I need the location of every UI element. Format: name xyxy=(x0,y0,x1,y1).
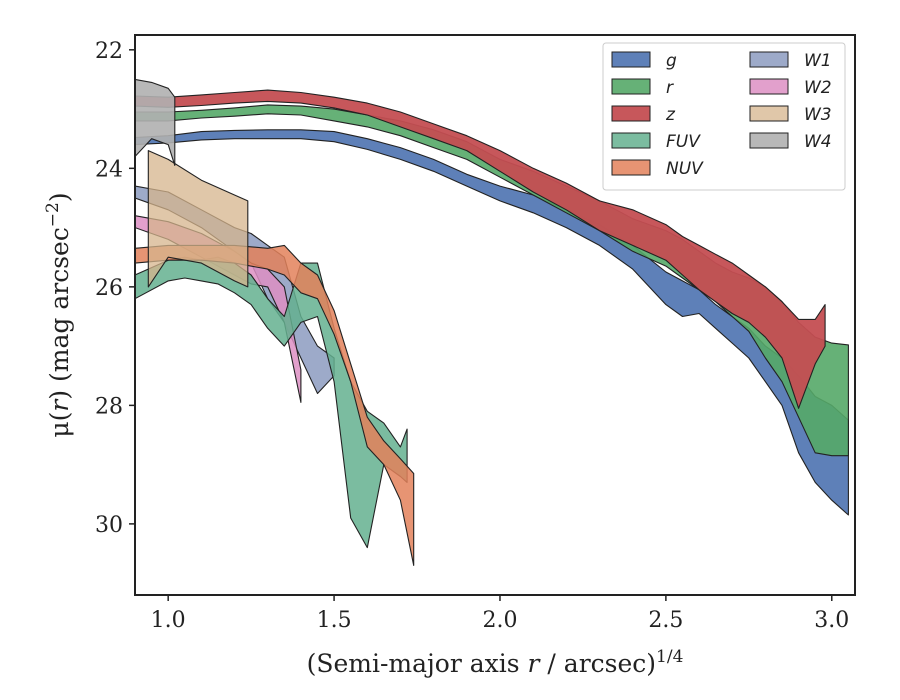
legend-swatch-r xyxy=(611,78,651,95)
x-tick-label: 3.0 xyxy=(814,608,849,633)
legend-swatch-fuv xyxy=(611,132,651,149)
x-axis-title: (Semi-major axis r / arcsec)1/4 xyxy=(307,647,684,678)
band-layer xyxy=(135,78,849,566)
y-axis: 22 24 26 28 30 xyxy=(95,39,135,538)
y-tick-label: 24 xyxy=(95,157,123,182)
legend-swatch-w1 xyxy=(749,51,789,68)
band-nuv xyxy=(135,244,415,566)
y-axis-title: μ(r) (mag arcsec−2) xyxy=(43,192,74,437)
legend-label-nuv: NUV xyxy=(666,159,704,179)
y-tick-label: 22 xyxy=(95,39,123,64)
x-tick-label: 1.5 xyxy=(317,608,352,633)
plot-frame xyxy=(134,34,856,596)
legend-label-w4: W4 xyxy=(804,132,832,152)
legend-label-fuv: FUV xyxy=(666,132,701,152)
x-axis: 1.0 1.5 2.0 2.5 3.0 xyxy=(151,595,849,633)
band-g xyxy=(135,129,849,516)
x-tick-label: 2.0 xyxy=(482,608,517,633)
legend-swatch-w2 xyxy=(749,78,789,95)
y-tick-label: 28 xyxy=(95,394,123,419)
legend-label-r: r xyxy=(666,78,674,98)
legend-swatch-w4 xyxy=(749,132,789,149)
x-tick-label: 2.5 xyxy=(648,608,683,633)
legend-swatch-z xyxy=(611,105,651,122)
legend-label-w3: W3 xyxy=(804,105,832,125)
legend-label-g: g xyxy=(666,51,677,71)
x-tick-label: 1.0 xyxy=(151,608,186,633)
band-w3 xyxy=(147,150,249,288)
legend: grz FUV NUV W1 W2 W3 W4 xyxy=(602,42,846,191)
band-w4 xyxy=(135,78,176,166)
legend-label-z: z xyxy=(665,105,676,125)
legend-label-w1: W1 xyxy=(804,51,832,71)
y-tick-label: 30 xyxy=(95,513,123,538)
legend-label-w2: W2 xyxy=(804,78,832,98)
legend-swatch-nuv xyxy=(611,159,651,176)
band-z xyxy=(135,89,826,409)
legend-swatch-g xyxy=(611,51,651,68)
legend-swatch-w3 xyxy=(749,105,789,122)
y-tick-label: 26 xyxy=(95,276,123,301)
